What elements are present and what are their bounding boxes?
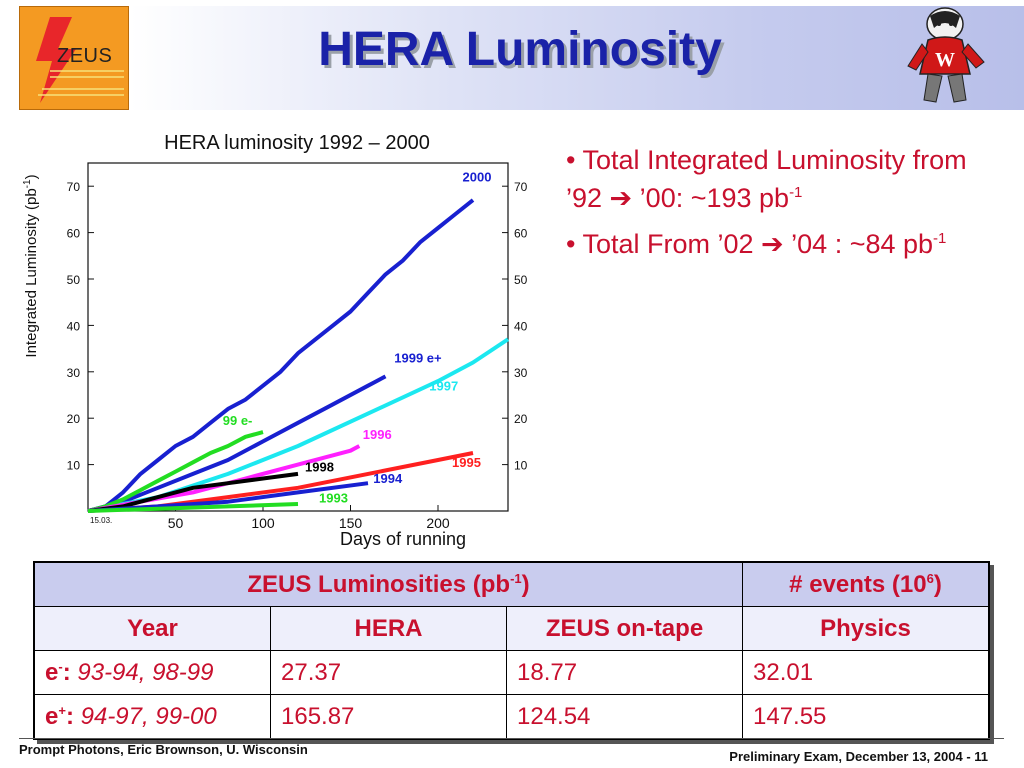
cell-physics: 147.55 [742,694,990,740]
y-tick-label: 70 [67,180,81,194]
y-tick-label-right: 50 [514,273,528,287]
footer-right: Preliminary Exam, December 13, 2004 - 11 [729,749,988,764]
zeus-logo-text: ZEUS [57,45,113,67]
series-line-99-e- [87,430,264,513]
col-year: Year [33,606,271,651]
series-line-1993 [87,502,299,513]
header-band [130,6,1024,110]
chart-title: HERA luminosity 1992 – 2000 [164,132,430,154]
y-tick-label: 20 [67,412,81,426]
y-tick-label-right: 10 [514,459,528,473]
table-subheader-row: Year HERA ZEUS on-tape Physics [33,606,990,651]
bullet-list: • Total Integrated Luminosity from ’92 ➔… [566,142,1006,271]
bullet-item: • Total From ’02 ➔ ’04 : ~84 pb-1 [566,228,947,259]
footer-divider [19,738,1004,739]
row-label: e-: 93-94, 98-99 [33,650,271,695]
y-tick-label: 40 [67,319,81,333]
table-row: e-: 93-94, 98-99 27.37 18.77 32.01 [33,650,990,695]
cell-physics: 32.01 [742,650,990,695]
series-label: 1994 [373,471,403,486]
badger-mascot-icon: W [907,7,985,103]
y-axis-label: Integrated Luminosity (pb-1) [22,174,40,357]
y-tick-label-right: 40 [514,319,528,333]
col-zeus-on-tape: ZEUS on-tape [506,606,743,651]
header-events: # events (106) [742,561,990,607]
series-label: 1997 [429,378,458,393]
series-label: 99 e- [223,413,253,428]
series-label: 2000 [463,170,492,185]
x-axis-label: Days of running [340,529,466,549]
table-row: e+: 94-97, 99-00 165.87 124.54 147.55 [33,694,990,740]
series-line-1998 [87,471,299,513]
series-label: 1996 [363,427,392,442]
footer-left: Prompt Photons, Eric Brownson, U. Wiscon… [19,742,308,757]
luminosity-table: ZEUS Luminosities (pb-1) # events (106) … [33,561,990,740]
series-line-2000 [87,198,475,513]
y-tick-label-right: 60 [514,227,528,241]
plot-frame [87,162,509,512]
y-tick-label: 30 [67,366,81,380]
series-label: 1995 [452,455,481,470]
cell-hera: 165.87 [270,694,507,740]
row-label: e+: 94-97, 99-00 [33,694,271,740]
arrow-right-icon: ➔ [609,182,633,213]
y-tick-label-right: 20 [514,412,528,426]
y-tick-label: 50 [67,273,81,287]
slide-title: HERA Luminosity [318,23,722,76]
y-tick-label-right: 70 [514,180,528,194]
table-header-row: ZEUS Luminosities (pb-1) # events (106) [33,561,990,607]
x-tick-label: 100 [251,515,275,531]
series-label: 1998 [305,460,334,475]
y-tick-label-right: 30 [514,366,528,380]
zeus-logo: ZEUS [19,6,129,110]
luminosity-chart: HERA luminosity 1992 – 2000 Integrated L… [22,132,528,549]
x-tick-label: 50 [168,515,184,531]
col-hera: HERA [270,606,507,651]
col-physics: Physics [742,606,990,651]
cell-zeus: 124.54 [506,694,743,740]
svg-text:W: W [935,49,955,71]
x-start-label: 15.03. [90,516,112,525]
x-tick-label: 200 [426,515,450,531]
cell-zeus: 18.77 [506,650,743,695]
y-tick-label: 10 [67,459,81,473]
series-line-1999-e- [87,374,387,513]
cell-hera: 27.37 [270,650,507,695]
x-tick-label: 150 [339,515,363,531]
arrow-right-icon: ➔ [761,228,784,259]
lightning-bolt-icon [36,17,124,103]
header-luminosities: ZEUS Luminosities (pb-1) [33,561,743,607]
series-label: 1999 e+ [394,351,442,366]
series-label: 1993 [319,491,348,506]
y-tick-label: 60 [67,227,81,241]
bullet-item: • Total Integrated Luminosity from ’92 ➔… [566,145,967,213]
